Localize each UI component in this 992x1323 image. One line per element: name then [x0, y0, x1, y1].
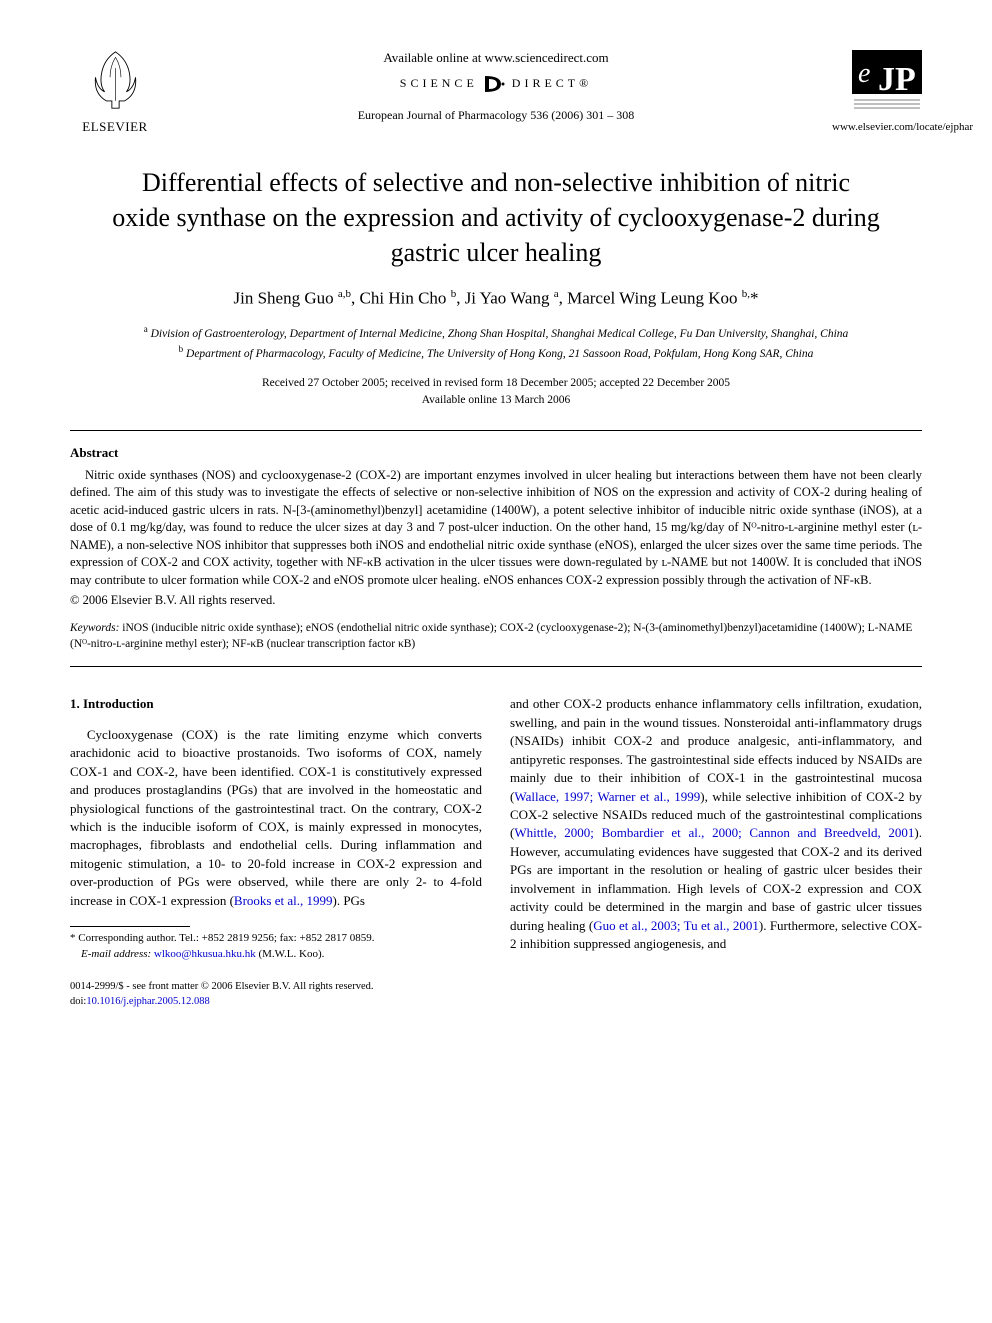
abstract-body: Nitric oxide synthases (NOS) and cycloox…	[70, 467, 922, 590]
affiliation-a: a Division of Gastroenterology, Departme…	[70, 323, 922, 343]
affiliation-b-text: Department of Pharmacology, Faculty of M…	[186, 348, 813, 360]
received-dates: Received 27 October 2005; received in re…	[70, 375, 922, 392]
authors-line: Jin Sheng Guo a,b, Chi Hin Cho b, Ji Yao…	[70, 288, 922, 309]
online-date: Available online 13 March 2006	[70, 392, 922, 409]
corresponding-author-footnote: * Corresponding author. Tel.: +852 2819 …	[70, 931, 482, 962]
body-columns: 1. Introduction Cyclooxygenase (COX) is …	[70, 695, 922, 1009]
doi-line: doi:10.1016/j.ejphar.2005.12.088	[70, 995, 482, 1010]
intro-paragraph-left: Cyclooxygenase (COX) is the rate limitin…	[70, 726, 482, 911]
column-right: and other COX-2 products enhance inflamm…	[510, 695, 922, 1009]
journal-url: www.elsevier.com/locate/ejphar	[832, 121, 922, 133]
header-center: Available online at www.sciencedirect.co…	[160, 50, 832, 123]
divider-bottom	[70, 666, 922, 667]
journal-logo-block: e JP www.elsevier.com/locate/ejphar	[832, 50, 922, 133]
bottom-metadata: 0014-2999/$ - see front matter © 2006 El…	[70, 980, 482, 1009]
issn-line: 0014-2999/$ - see front matter © 2006 El…	[70, 980, 482, 995]
doi-prefix: doi:	[70, 996, 86, 1007]
elsevier-brand-text: ELSEVIER	[70, 119, 160, 135]
affiliation-a-text: Division of Gastroenterology, Department…	[151, 328, 849, 340]
affiliation-b: b Department of Pharmacology, Faculty of…	[70, 343, 922, 363]
section-heading-introduction: 1. Introduction	[70, 695, 482, 713]
keywords-text: iNOS (inducible nitric oxide synthase); …	[70, 622, 912, 650]
svg-text:e: e	[858, 58, 870, 89]
intro-text-2a: and other COX-2 products enhance inflamm…	[510, 696, 922, 803]
sciencedirect-logo: SCIENCE DIRECT®	[160, 74, 832, 94]
email-suffix: (M.W.L. Koo).	[258, 948, 324, 960]
ejp-logo-icon: e JP	[852, 50, 922, 110]
footnote-rule	[70, 926, 190, 927]
doi-link[interactable]: 10.1016/j.ejphar.2005.12.088	[86, 996, 209, 1007]
intro-text-1: Cyclooxygenase (COX) is the rate limitin…	[70, 727, 482, 908]
sciencedirect-word2: DIRECT®	[512, 76, 592, 90]
citation-brooks[interactable]: Brooks et al., 1999	[234, 893, 333, 908]
column-left: 1. Introduction Cyclooxygenase (COX) is …	[70, 695, 482, 1009]
abstract-copyright: © 2006 Elsevier B.V. All rights reserved…	[70, 593, 922, 608]
corresponding-line: * Corresponding author. Tel.: +852 2819 …	[70, 931, 482, 946]
elsevier-tree-icon	[88, 50, 143, 110]
citation-whittle-bombardier-cannon[interactable]: Whittle, 2000; Bombardier et al., 2000; …	[514, 825, 914, 840]
elsevier-logo: ELSEVIER	[70, 50, 160, 135]
available-online-text: Available online at www.sciencedirect.co…	[160, 50, 832, 66]
keywords-label: Keywords:	[70, 622, 119, 634]
sciencedirect-d-icon	[481, 74, 509, 94]
email-label: E-mail address:	[81, 948, 151, 960]
intro-text-1-tail: ). PGs	[332, 893, 365, 908]
citation-wallace-warner[interactable]: Wallace, 1997; Warner et al., 1999	[514, 789, 700, 804]
intro-text-2c: ). However, accumulating evidences have …	[510, 825, 922, 932]
page-header: ELSEVIER Available online at www.science…	[70, 50, 922, 135]
journal-citation: European Journal of Pharmacology 536 (20…	[160, 108, 832, 123]
sciencedirect-word1: SCIENCE	[400, 76, 478, 90]
corresponding-email[interactable]: wlkoo@hkusua.hku.hk	[154, 948, 256, 960]
divider-top	[70, 430, 922, 431]
citation-guo-tu[interactable]: Guo et al., 2003; Tu et al., 2001	[593, 918, 759, 933]
article-dates: Received 27 October 2005; received in re…	[70, 375, 922, 410]
intro-paragraph-right: and other COX-2 products enhance inflamm…	[510, 695, 922, 953]
abstract-heading: Abstract	[70, 445, 922, 461]
email-line: E-mail address: wlkoo@hkusua.hku.hk (M.W…	[70, 947, 482, 962]
keywords: Keywords: iNOS (inducible nitric oxide s…	[70, 620, 922, 652]
affiliations: a Division of Gastroenterology, Departme…	[70, 323, 922, 363]
article-title: Differential effects of selective and no…	[110, 165, 882, 270]
svg-text:JP: JP	[878, 61, 916, 98]
